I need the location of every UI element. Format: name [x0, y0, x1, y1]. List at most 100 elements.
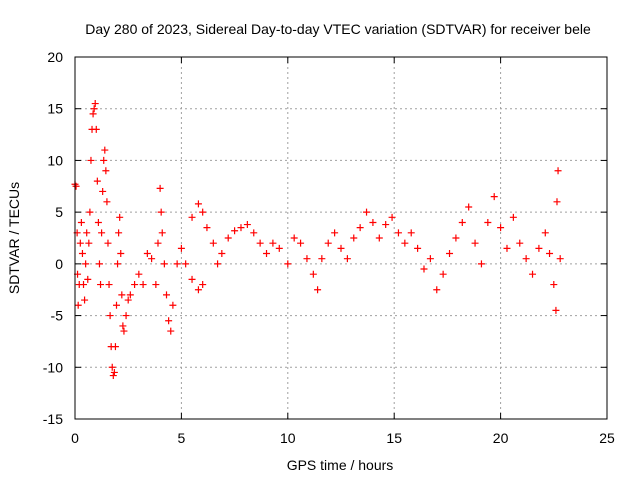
- data-point-0-47: [120, 327, 128, 335]
- data-point-0-132: [552, 306, 560, 314]
- data-point-0-14: [85, 239, 93, 247]
- data-point-0-115: [452, 234, 460, 242]
- data-point-0-130: [546, 250, 554, 258]
- x-tick-label-5: 25: [599, 430, 615, 446]
- data-point-0-102: [369, 218, 377, 226]
- data-point-0-114: [446, 250, 454, 258]
- data-point-0-49: [124, 296, 132, 304]
- data-point-0-96: [331, 229, 339, 237]
- data-point-0-81: [237, 224, 245, 232]
- data-point-0-62: [163, 291, 171, 299]
- data-point-0-44: [117, 250, 125, 258]
- y-tick-label-0: -15: [43, 411, 63, 427]
- data-point-0-93: [314, 286, 322, 294]
- data-point-0-94: [318, 255, 326, 263]
- data-point-0-6: [76, 239, 84, 247]
- data-point-0-87: [275, 244, 283, 252]
- data-point-0-112: [433, 286, 441, 294]
- x-tick-label-0: 0: [71, 430, 79, 446]
- data-point-0-55: [148, 255, 156, 263]
- data-point-0-11: [82, 260, 90, 268]
- data-point-0-8: [78, 250, 86, 258]
- data-point-0-133: [553, 198, 561, 206]
- data-point-0-99: [350, 234, 358, 242]
- data-point-0-15: [86, 208, 94, 216]
- data-point-0-95: [324, 239, 332, 247]
- data-point-0-1: [72, 182, 80, 190]
- data-point-0-40: [112, 301, 120, 309]
- data-point-0-65: [169, 301, 177, 309]
- grid-lines: [75, 57, 607, 419]
- data-point-0-48: [122, 312, 130, 320]
- data-point-0-108: [407, 229, 415, 237]
- data-point-0-32: [104, 239, 112, 247]
- data-point-0-30: [102, 167, 110, 175]
- data-points: [71, 100, 564, 380]
- x-tick-label-3: 15: [386, 430, 402, 446]
- x-axis-label: GPS time / hours: [287, 457, 394, 473]
- data-point-0-64: [167, 327, 175, 335]
- data-point-0-53: [139, 281, 147, 289]
- data-point-0-77: [214, 260, 222, 268]
- data-point-0-61: [160, 260, 168, 268]
- data-point-0-116: [458, 218, 466, 226]
- data-point-0-54: [143, 250, 151, 258]
- data-point-0-89: [290, 234, 298, 242]
- data-point-0-45: [118, 291, 126, 299]
- y-tick-label-2: -5: [51, 308, 64, 324]
- data-point-0-41: [114, 260, 122, 268]
- data-point-0-109: [414, 244, 422, 252]
- y-tick-label-1: -10: [43, 359, 63, 375]
- data-point-0-13: [84, 275, 92, 283]
- y-tick-label-5: 10: [47, 152, 63, 168]
- data-point-0-120: [484, 218, 492, 226]
- data-point-0-113: [439, 270, 447, 278]
- data-point-0-37: [109, 372, 117, 380]
- data-point-0-68: [182, 260, 190, 268]
- data-point-0-24: [95, 260, 103, 268]
- data-point-0-25: [97, 281, 105, 289]
- data-point-0-111: [426, 255, 434, 263]
- data-point-0-10: [81, 296, 89, 304]
- data-point-0-23: [94, 218, 102, 226]
- data-point-0-57: [154, 239, 162, 247]
- data-point-0-122: [497, 224, 505, 232]
- y-tick-label-3: 0: [55, 256, 63, 272]
- data-point-0-18: [89, 110, 97, 118]
- chart-title: Day 280 of 2023, Sidereal Day-to-day VTE…: [85, 21, 591, 37]
- data-point-0-74: [199, 208, 207, 216]
- data-point-0-131: [550, 281, 558, 289]
- data-point-0-85: [263, 250, 271, 258]
- y-axis-label: SDTVAR / TECUs: [6, 182, 22, 294]
- data-point-0-29: [101, 146, 109, 154]
- data-point-0-126: [522, 255, 530, 263]
- data-point-0-19: [90, 105, 98, 113]
- data-point-0-97: [337, 244, 345, 252]
- plot-frame: [74, 56, 608, 420]
- data-point-0-43: [116, 213, 124, 221]
- data-point-0-39: [111, 343, 119, 351]
- data-point-0-82: [243, 221, 251, 229]
- data-point-0-124: [509, 213, 517, 221]
- data-point-0-90: [297, 239, 305, 247]
- data-point-0-134: [554, 167, 562, 175]
- data-point-0-63: [165, 317, 173, 325]
- data-point-0-79: [224, 234, 232, 242]
- data-point-0-21: [92, 125, 100, 133]
- data-point-0-101: [363, 208, 371, 216]
- data-point-0-125: [516, 239, 524, 247]
- data-point-0-51: [131, 281, 139, 289]
- y-tick-label-4: 5: [55, 204, 63, 220]
- data-point-0-26: [98, 229, 106, 237]
- data-point-0-50: [126, 291, 134, 299]
- data-point-0-107: [401, 239, 409, 247]
- data-point-0-100: [356, 224, 364, 232]
- data-point-0-92: [309, 270, 317, 278]
- data-point-0-34: [106, 312, 114, 320]
- data-point-0-103: [375, 234, 383, 242]
- data-point-0-73: [194, 200, 202, 208]
- data-point-0-69: [188, 275, 196, 283]
- x-tick-label-2: 10: [280, 430, 296, 446]
- data-point-0-58: [156, 184, 164, 192]
